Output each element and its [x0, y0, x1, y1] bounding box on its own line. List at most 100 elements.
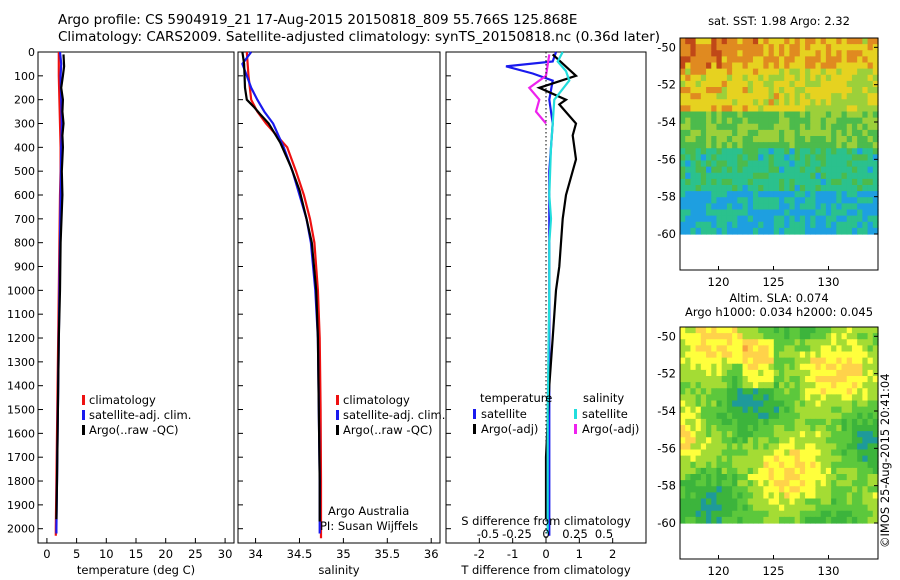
sla_map-cell [763, 333, 770, 340]
sst_map-cell [831, 166, 837, 174]
sst_map-cell [794, 44, 801, 51]
sst_map-cell [752, 74, 759, 82]
sst_map-cell [685, 221, 692, 229]
sst_map-cell [805, 166, 811, 174]
sst_map-cell [810, 197, 817, 204]
sla_map-cell [721, 504, 728, 512]
sst_map-cell [690, 117, 697, 125]
sst_map-cell [747, 93, 754, 100]
sla_map-cell [763, 327, 770, 334]
sst_map-cell [846, 80, 853, 88]
sst_map-cell [747, 154, 754, 162]
sla_map-cell [789, 351, 796, 359]
sst_map-cell [721, 197, 728, 204]
sst_map-cell [820, 154, 827, 162]
sla_map-cell [680, 431, 686, 438]
sst_map-cell [862, 93, 869, 100]
sla_map-cell [752, 480, 759, 487]
sla_map-cell [680, 376, 686, 383]
sla_map-cell [810, 394, 817, 402]
sst_map-cell [685, 50, 692, 57]
sla_map-cell [763, 425, 770, 432]
sla_map-cell [820, 431, 827, 438]
sla_map-cell [784, 327, 791, 334]
sst_map-cell [773, 178, 780, 186]
sst_map-cell [779, 160, 785, 168]
sla_map-cell [810, 437, 817, 444]
sla_map-cell [836, 510, 843, 518]
sst_map-cell [742, 203, 749, 211]
sla_map-cell [815, 412, 822, 420]
sst_map-cell [747, 117, 754, 125]
sla_map-cell [768, 467, 775, 475]
sla_map-cell [768, 345, 775, 353]
sst_map-cell [836, 117, 843, 125]
sla_map-cell [768, 461, 775, 469]
sst_map-cell [721, 129, 728, 137]
sla_map-cell [680, 498, 686, 506]
sst_map-cell [789, 221, 796, 229]
sst_map-cell [810, 191, 817, 198]
sst_map-cell [732, 87, 738, 94]
sla_map-cell [711, 425, 718, 432]
sst_map-cell [732, 172, 738, 180]
sst_map-cell [752, 197, 759, 204]
sst_map-cell [799, 80, 806, 88]
sst_map-cell [815, 99, 822, 106]
sla_map-cell [851, 437, 858, 444]
sla_map-cell [836, 339, 843, 346]
sst_map-cell [773, 111, 780, 119]
sla_map-cell [836, 388, 843, 395]
sst_map-ytick-label: -50 [657, 40, 676, 54]
sst_map-cell [752, 44, 759, 51]
sst_map-cell [825, 111, 832, 119]
sla_map-cell [763, 412, 770, 420]
sla_map-cell [851, 357, 858, 365]
sla_map-cell [700, 363, 707, 371]
sst_map-cell [763, 105, 770, 113]
sla_map-cell [825, 480, 832, 487]
sla_map-cell [752, 449, 759, 457]
sla_map-cell [758, 400, 764, 408]
sst_map-cell [742, 148, 749, 155]
sla_map-cell [867, 474, 874, 481]
sst_map-cell [752, 50, 759, 57]
sst_map-cell [867, 166, 874, 174]
sla_map-cell [851, 394, 858, 402]
sla_map-cell [742, 437, 749, 444]
sla_map-cell [747, 467, 754, 475]
sla_map-cell [831, 504, 837, 512]
sst_map-cell [784, 166, 791, 174]
sla_map-cell [831, 418, 837, 426]
sla_map-cell [815, 327, 822, 334]
sla_map-cell [747, 449, 754, 457]
sst_map-cell [784, 117, 791, 125]
sla_map-cell [706, 412, 712, 420]
sst_map-cell [862, 185, 869, 192]
sst_map-cell [810, 38, 817, 45]
sst_map-cell [825, 142, 832, 149]
sst_map-cell [773, 136, 780, 143]
sla_map-cell [706, 467, 712, 475]
sst_map-cell [794, 197, 801, 204]
sst_map-cell [773, 197, 780, 204]
sla_map-cell [752, 394, 759, 402]
sla_map-cell [716, 363, 723, 371]
sla_map-cell [867, 480, 874, 487]
sst_map-cell [789, 142, 796, 149]
sla_map-cell [716, 382, 723, 389]
sst_map-ytick-label: -60 [657, 227, 676, 241]
salinity-legend-label: climatology [343, 393, 410, 407]
sla_map-cell [742, 455, 749, 463]
sst_map-cell [841, 62, 848, 70]
sst_map-cell [799, 166, 806, 174]
sla_map-cell [846, 498, 853, 506]
sst_map-cell [851, 117, 858, 125]
sla_map-cell [721, 467, 728, 475]
sst_map-cell [763, 44, 770, 51]
sla_map-cell [680, 437, 686, 444]
difference-legend-swatch [473, 409, 476, 419]
sla_map-cell [789, 412, 796, 420]
sla_map-cell [851, 363, 858, 371]
sla_map-cell [862, 510, 869, 518]
